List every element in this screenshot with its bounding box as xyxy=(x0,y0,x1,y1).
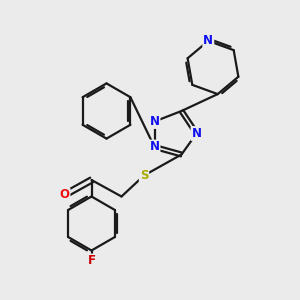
Text: N: N xyxy=(191,127,202,140)
Text: F: F xyxy=(88,254,95,268)
Text: N: N xyxy=(149,115,160,128)
Text: N: N xyxy=(149,140,160,154)
Text: N: N xyxy=(203,34,213,47)
Text: O: O xyxy=(59,188,70,202)
Text: S: S xyxy=(140,169,148,182)
